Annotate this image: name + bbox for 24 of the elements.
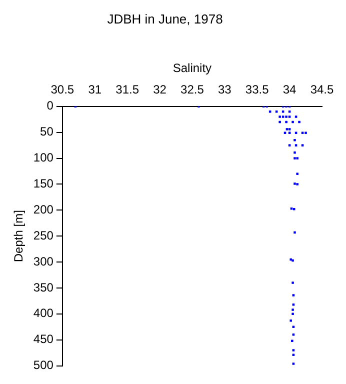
chart-title: JDBH in June, 1978: [107, 11, 223, 26]
y-tick-label: 250: [33, 228, 54, 242]
x-tick-label: 30.5: [50, 82, 74, 97]
x-tick-label: 32.5: [180, 82, 204, 97]
y-tick-label: 350: [33, 280, 54, 294]
x-tick-label: 31.5: [116, 82, 140, 97]
y-tick-label: 450: [33, 332, 54, 346]
y-tick-label: 400: [33, 306, 54, 320]
y-tick-label: 0: [46, 98, 54, 113]
y-axis-title: Depth [m]: [12, 210, 26, 262]
x-tick-label: 33: [218, 82, 232, 97]
y-tick-label: 50: [40, 124, 54, 139]
y-tick-label: 300: [33, 254, 54, 268]
x-tick-label: 31: [88, 82, 102, 97]
y-tick-label: 100: [33, 150, 54, 165]
x-tick-label: 34: [282, 82, 297, 97]
x-tick-label: 34.5: [310, 82, 334, 97]
y-tick-label: 200: [33, 202, 54, 216]
y-tick-label: 150: [33, 176, 54, 191]
y-tick-label: 500: [33, 358, 54, 372]
x-axis-title: Salinity: [172, 61, 212, 76]
x-tick-label: 33.5: [245, 82, 270, 97]
x-tick-label: 32: [153, 82, 167, 97]
point: [292, 208, 296, 210]
